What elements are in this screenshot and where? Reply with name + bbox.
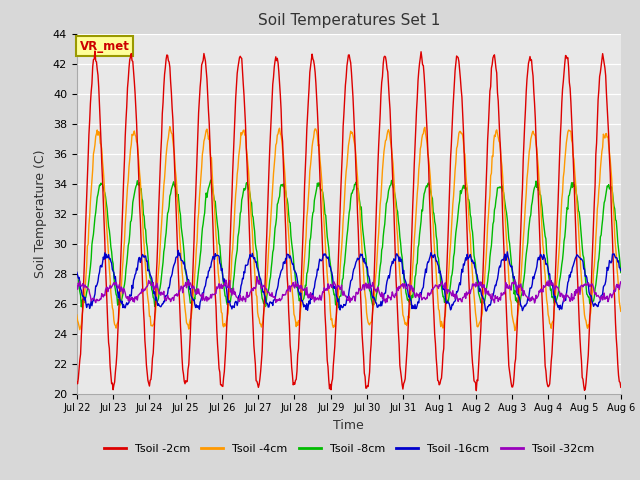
Title: Soil Temperatures Set 1: Soil Temperatures Set 1 [258,13,440,28]
Y-axis label: Soil Temperature (C): Soil Temperature (C) [35,149,47,278]
X-axis label: Time: Time [333,419,364,432]
Legend: Tsoil -2cm, Tsoil -4cm, Tsoil -8cm, Tsoil -16cm, Tsoil -32cm: Tsoil -2cm, Tsoil -4cm, Tsoil -8cm, Tsoi… [99,439,598,458]
Text: VR_met: VR_met [79,40,129,53]
